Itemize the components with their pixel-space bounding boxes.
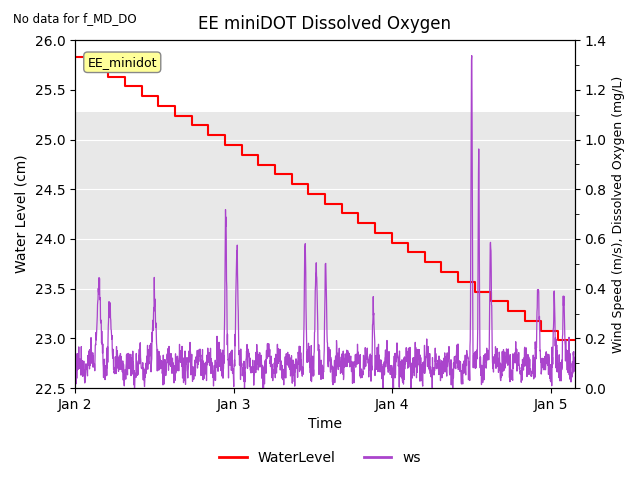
Title: EE miniDOT Dissolved Oxygen: EE miniDOT Dissolved Oxygen (198, 15, 451, 33)
Y-axis label: Water Level (cm): Water Level (cm) (15, 155, 29, 274)
Bar (75, 112, 575, 330)
Text: EE_minidot: EE_minidot (88, 56, 157, 69)
Text: No data for f_MD_DO: No data for f_MD_DO (13, 12, 136, 25)
X-axis label: Time: Time (308, 418, 342, 432)
Y-axis label: Wind Speed (m/s), Dissolved Oxygen (mg/L): Wind Speed (m/s), Dissolved Oxygen (mg/L… (612, 75, 625, 353)
Legend: WaterLevel, ws: WaterLevel, ws (214, 445, 426, 471)
